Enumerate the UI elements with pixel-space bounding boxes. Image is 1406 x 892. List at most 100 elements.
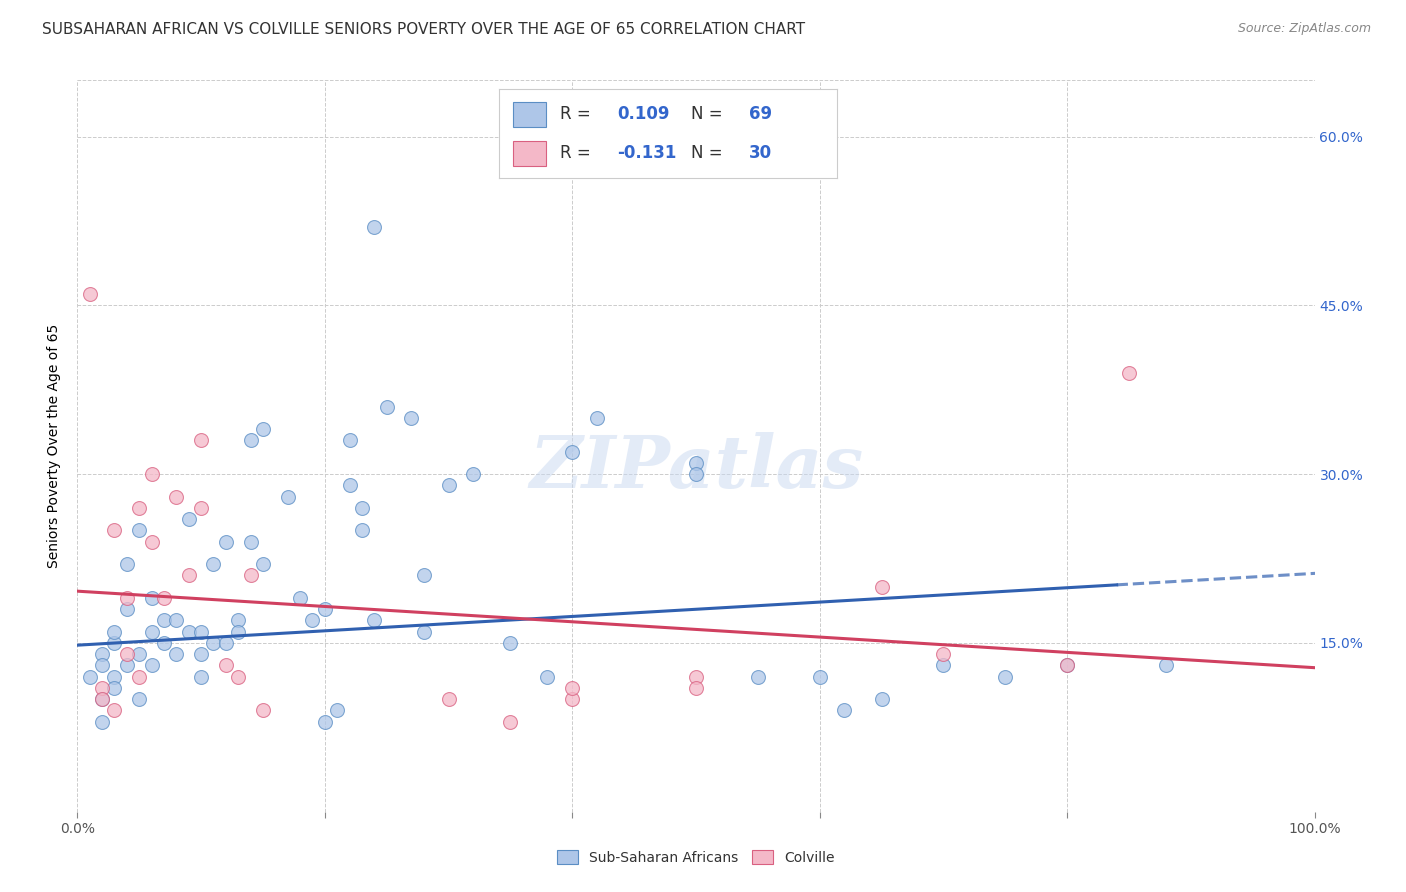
Text: N =: N =: [692, 145, 728, 162]
Point: [932, 647, 955, 661]
Point: [239, 534, 262, 549]
Point: [350, 524, 373, 538]
Point: [91, 647, 114, 661]
Point: [115, 557, 138, 571]
Point: [165, 647, 187, 661]
Point: [808, 670, 831, 684]
Point: [326, 703, 349, 717]
Point: [128, 670, 150, 684]
Point: [79, 287, 101, 301]
Point: [91, 692, 114, 706]
Point: [586, 410, 609, 425]
Point: [91, 714, 114, 729]
Point: [1154, 658, 1177, 673]
Point: [165, 490, 187, 504]
Point: [202, 636, 225, 650]
Point: [190, 434, 212, 448]
Point: [277, 490, 299, 504]
Point: [141, 624, 163, 639]
Point: [91, 681, 114, 695]
Point: [536, 670, 558, 684]
Point: [834, 703, 856, 717]
Point: [437, 692, 460, 706]
Point: [103, 624, 125, 639]
Point: [226, 670, 249, 684]
Point: [561, 681, 583, 695]
Point: [153, 591, 176, 605]
Point: [115, 647, 138, 661]
Point: [141, 658, 163, 673]
Point: [314, 714, 336, 729]
FancyBboxPatch shape: [513, 102, 547, 127]
Point: [252, 422, 274, 436]
Point: [499, 636, 522, 650]
Point: [153, 614, 176, 628]
Point: [103, 670, 125, 684]
Point: [165, 614, 187, 628]
Point: [215, 534, 238, 549]
Text: R =: R =: [560, 145, 596, 162]
Point: [994, 670, 1017, 684]
Point: [202, 557, 225, 571]
Point: [141, 534, 163, 549]
Point: [339, 434, 361, 448]
Point: [685, 456, 707, 470]
Point: [499, 714, 522, 729]
Point: [128, 647, 150, 661]
Point: [91, 692, 114, 706]
Point: [128, 500, 150, 515]
Point: [363, 614, 385, 628]
FancyBboxPatch shape: [513, 141, 547, 166]
Point: [190, 647, 212, 661]
Point: [115, 658, 138, 673]
Point: [190, 624, 212, 639]
Point: [870, 580, 893, 594]
Point: [932, 658, 955, 673]
Point: [339, 478, 361, 492]
Point: [301, 614, 323, 628]
Point: [1118, 366, 1140, 380]
Point: [115, 591, 138, 605]
Text: SUBSAHARAN AFRICAN VS COLVILLE SENIORS POVERTY OVER THE AGE OF 65 CORRELATION CH: SUBSAHARAN AFRICAN VS COLVILLE SENIORS P…: [42, 22, 806, 37]
Point: [561, 692, 583, 706]
Point: [437, 478, 460, 492]
Point: [1056, 658, 1078, 673]
Point: [141, 591, 163, 605]
Text: N =: N =: [692, 105, 728, 123]
Point: [177, 568, 200, 582]
Point: [103, 524, 125, 538]
Point: [141, 467, 163, 482]
Text: 69: 69: [749, 105, 772, 123]
Point: [79, 670, 101, 684]
Point: [239, 568, 262, 582]
Point: [215, 636, 238, 650]
Legend: Sub-Saharan Africans, Colville: Sub-Saharan Africans, Colville: [551, 845, 841, 871]
Point: [375, 400, 398, 414]
Point: [103, 703, 125, 717]
Point: [252, 703, 274, 717]
Point: [288, 591, 311, 605]
Point: [463, 467, 485, 482]
Point: [128, 524, 150, 538]
Point: [226, 614, 249, 628]
Point: [685, 467, 707, 482]
Text: 0.109: 0.109: [617, 105, 669, 123]
Text: ZIPatlas: ZIPatlas: [529, 433, 863, 503]
Point: [412, 624, 434, 639]
Point: [177, 624, 200, 639]
Point: [153, 636, 176, 650]
Point: [401, 410, 423, 425]
Point: [190, 670, 212, 684]
Point: [177, 512, 200, 526]
Text: R =: R =: [560, 105, 596, 123]
Text: 30: 30: [749, 145, 772, 162]
Point: [747, 670, 769, 684]
Point: [363, 219, 385, 234]
Point: [685, 681, 707, 695]
Point: [239, 434, 262, 448]
Point: [870, 692, 893, 706]
Point: [91, 658, 114, 673]
Point: [103, 681, 125, 695]
Point: [226, 624, 249, 639]
Point: [128, 692, 150, 706]
